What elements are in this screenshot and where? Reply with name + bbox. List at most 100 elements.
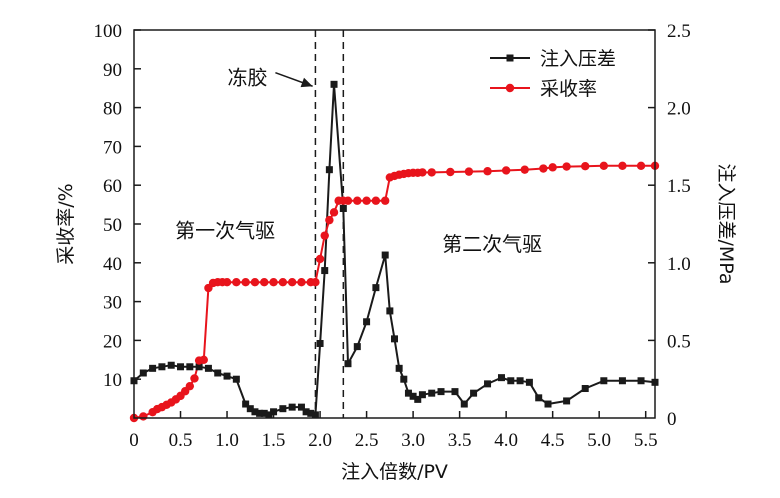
- pressure-point: [279, 405, 287, 413]
- pressure-point: [353, 343, 361, 351]
- pressure-point: [256, 409, 264, 417]
- pressure-point: [302, 408, 310, 416]
- pressure-point: [288, 403, 296, 411]
- recovery-point: [315, 254, 325, 264]
- legend-marker-pressure: [506, 54, 514, 62]
- pressure-point: [451, 388, 459, 396]
- pressure-point: [391, 335, 398, 343]
- pressure-point: [414, 395, 422, 403]
- pressure-point: [400, 375, 408, 383]
- gel-annotation-arrowhead: [300, 77, 313, 88]
- recovery-point: [464, 167, 474, 176]
- y-right-axis-ticks: 0 0.5 1.0 1.5 2.0 2.5: [648, 21, 691, 430]
- x-tick-label: 0: [129, 430, 139, 451]
- legend: 注入压差 采收率: [490, 48, 616, 100]
- recovery-point: [618, 161, 627, 170]
- recovery-point: [199, 355, 208, 364]
- recovery-point: [320, 231, 329, 240]
- pressure-point: [497, 374, 505, 382]
- x-tick-label: 4.0: [494, 430, 518, 451]
- x-axis-ticks: 0 0.5 1.0 1.5 2.0 2.5 3.0 3.5 4.0 4.5 5.0 5.5: [129, 411, 658, 451]
- y-left-tick-label: 70: [103, 137, 122, 158]
- pressure-point: [186, 363, 194, 371]
- recovery-point: [380, 196, 390, 205]
- pressure-point: [437, 388, 445, 396]
- pressure-point: [246, 405, 254, 413]
- pressure-point: [297, 403, 305, 411]
- y-right-tick-label: 1.5: [667, 176, 691, 197]
- pressure-point: [484, 380, 492, 388]
- y-left-tick-label: 80: [103, 99, 122, 120]
- pressure-point: [363, 318, 371, 326]
- first-gas-drive-label: 第一次气驱: [175, 219, 275, 243]
- y-left-tick-label: 30: [103, 293, 122, 314]
- recovery-point: [260, 278, 269, 287]
- recovery-point: [501, 166, 511, 175]
- recovery-point: [371, 196, 381, 205]
- series-line-0: [133, 83, 656, 416]
- series-line-1: [133, 164, 655, 419]
- x-tick-label: 1.5: [262, 430, 286, 451]
- pressure-point: [637, 377, 645, 385]
- recovery-point: [250, 278, 260, 287]
- x-tick-label: 3.0: [401, 430, 425, 451]
- recovery-point: [297, 278, 306, 287]
- x-tick-label: 5.0: [587, 430, 611, 451]
- pressure-point: [325, 166, 333, 174]
- pressure-point: [223, 372, 231, 380]
- pressure-point: [260, 409, 268, 417]
- x-tick-label: 2.5: [355, 430, 379, 451]
- pressure-point: [167, 361, 175, 369]
- recovery-point: [185, 381, 195, 391]
- pressure-point: [177, 363, 185, 371]
- x-tick-label: 5.5: [634, 430, 658, 451]
- pressure-point: [563, 397, 571, 405]
- pressure-point: [214, 369, 222, 377]
- y-right-axis-label: 注入压差/MPa: [715, 163, 737, 284]
- pressure-point: [535, 394, 543, 402]
- y-right-tick-label: 2.5: [667, 21, 691, 42]
- pressure-point: [386, 307, 394, 315]
- y-left-tick-label: 100: [94, 21, 123, 42]
- recovery-point: [329, 208, 339, 217]
- x-tick-label: 4.5: [541, 430, 565, 451]
- series-markers: [129, 80, 660, 423]
- recovery-point: [427, 168, 436, 177]
- recovery-point: [581, 161, 590, 171]
- y-right-tick-label: 0.5: [667, 331, 691, 352]
- legend-marker-recovery: [505, 83, 515, 93]
- y-right-tick-label: 1.0: [667, 254, 691, 275]
- recovery-point: [548, 163, 557, 172]
- pressure-point: [251, 408, 259, 416]
- y-left-tick-label: 50: [103, 215, 122, 236]
- pressure-point: [307, 409, 315, 417]
- gel-annotation-label: 冻胶: [228, 65, 268, 89]
- x-tick-label: 0.5: [169, 430, 193, 451]
- recovery-point: [418, 168, 427, 177]
- pressure-point: [516, 377, 524, 385]
- recovery-point: [520, 165, 529, 174]
- legend-label-pressure: 注入压差: [540, 48, 616, 70]
- recovery-point: [353, 196, 362, 205]
- recovery-point: [539, 164, 548, 173]
- recovery-point: [325, 215, 334, 225]
- recovery-point: [483, 167, 492, 176]
- pressure-point: [581, 385, 589, 393]
- recovery-point: [311, 278, 320, 287]
- pressure-point: [525, 378, 533, 386]
- pressure-point: [381, 251, 389, 259]
- pressure-point: [395, 364, 403, 372]
- y-left-tick-label: 10: [103, 370, 122, 391]
- recovery-point: [362, 196, 371, 205]
- pressure-point: [139, 369, 147, 377]
- pressure-point: [544, 400, 552, 408]
- x-tick-label: 2.0: [308, 430, 332, 451]
- x-tick-label: 1.0: [215, 430, 239, 451]
- recovery-point: [636, 161, 646, 170]
- pressure-point: [242, 400, 250, 408]
- recovery-point: [562, 162, 571, 171]
- legend-label-recovery: 采收率: [540, 78, 597, 100]
- x-tick-label: 3.5: [448, 430, 472, 451]
- y-left-tick-label: 90: [103, 60, 122, 81]
- pressure-point: [330, 80, 338, 88]
